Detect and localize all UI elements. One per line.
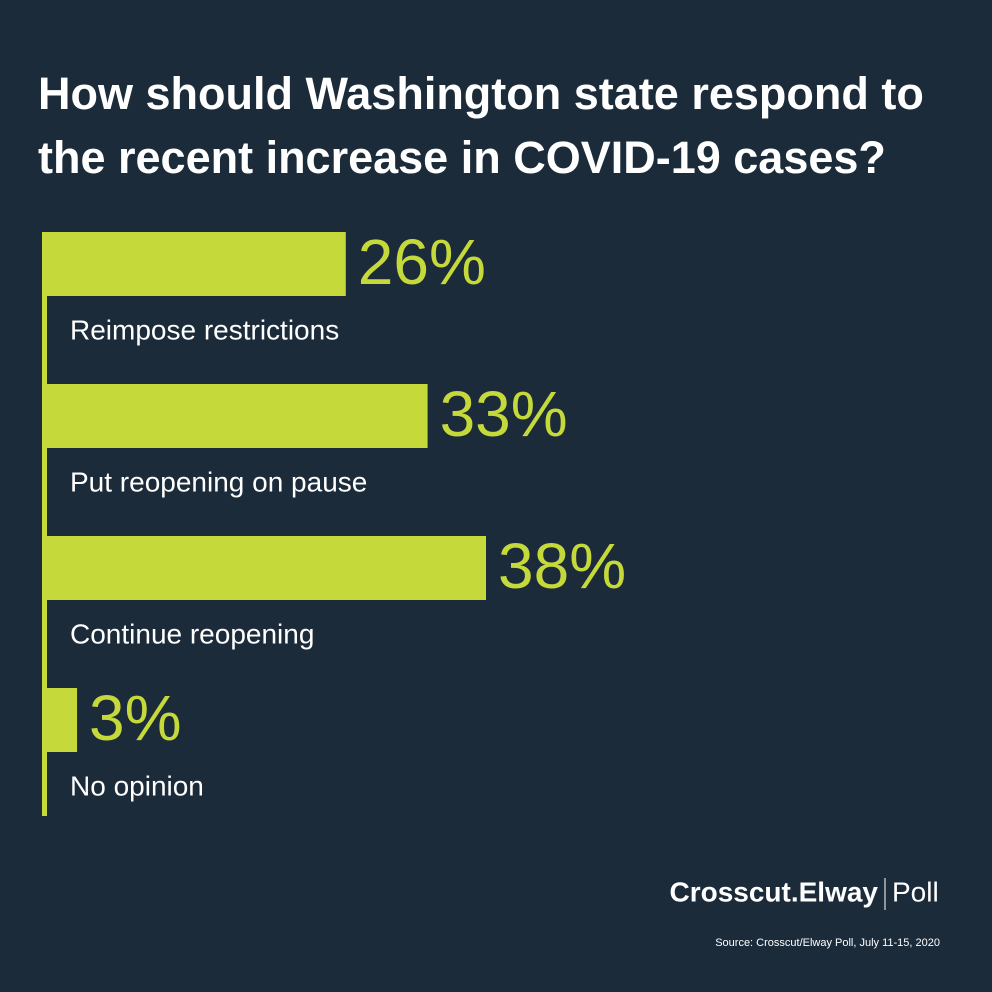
axis-line <box>42 232 47 816</box>
category-label: Reimpose restrictions <box>70 314 339 345</box>
bar <box>42 536 486 600</box>
chart-title: How should Washington state respond to t… <box>38 68 924 183</box>
value-label: 33% <box>440 378 568 450</box>
bar <box>42 384 428 448</box>
bar <box>42 688 78 752</box>
brand: Crosscut.Elway <box>669 876 878 907</box>
value-label: 26% <box>358 226 486 298</box>
source: Source: Crosscut/Elway Poll, July 11-15,… <box>715 937 940 949</box>
value-label: 3% <box>89 682 182 754</box>
category-label: Put reopening on pause <box>70 466 367 497</box>
category-label: Continue reopening <box>70 618 314 649</box>
category-label: No opinion <box>70 770 204 801</box>
value-label: 38% <box>498 530 626 602</box>
brand-suffix: Poll <box>892 876 939 907</box>
bar <box>42 232 346 296</box>
